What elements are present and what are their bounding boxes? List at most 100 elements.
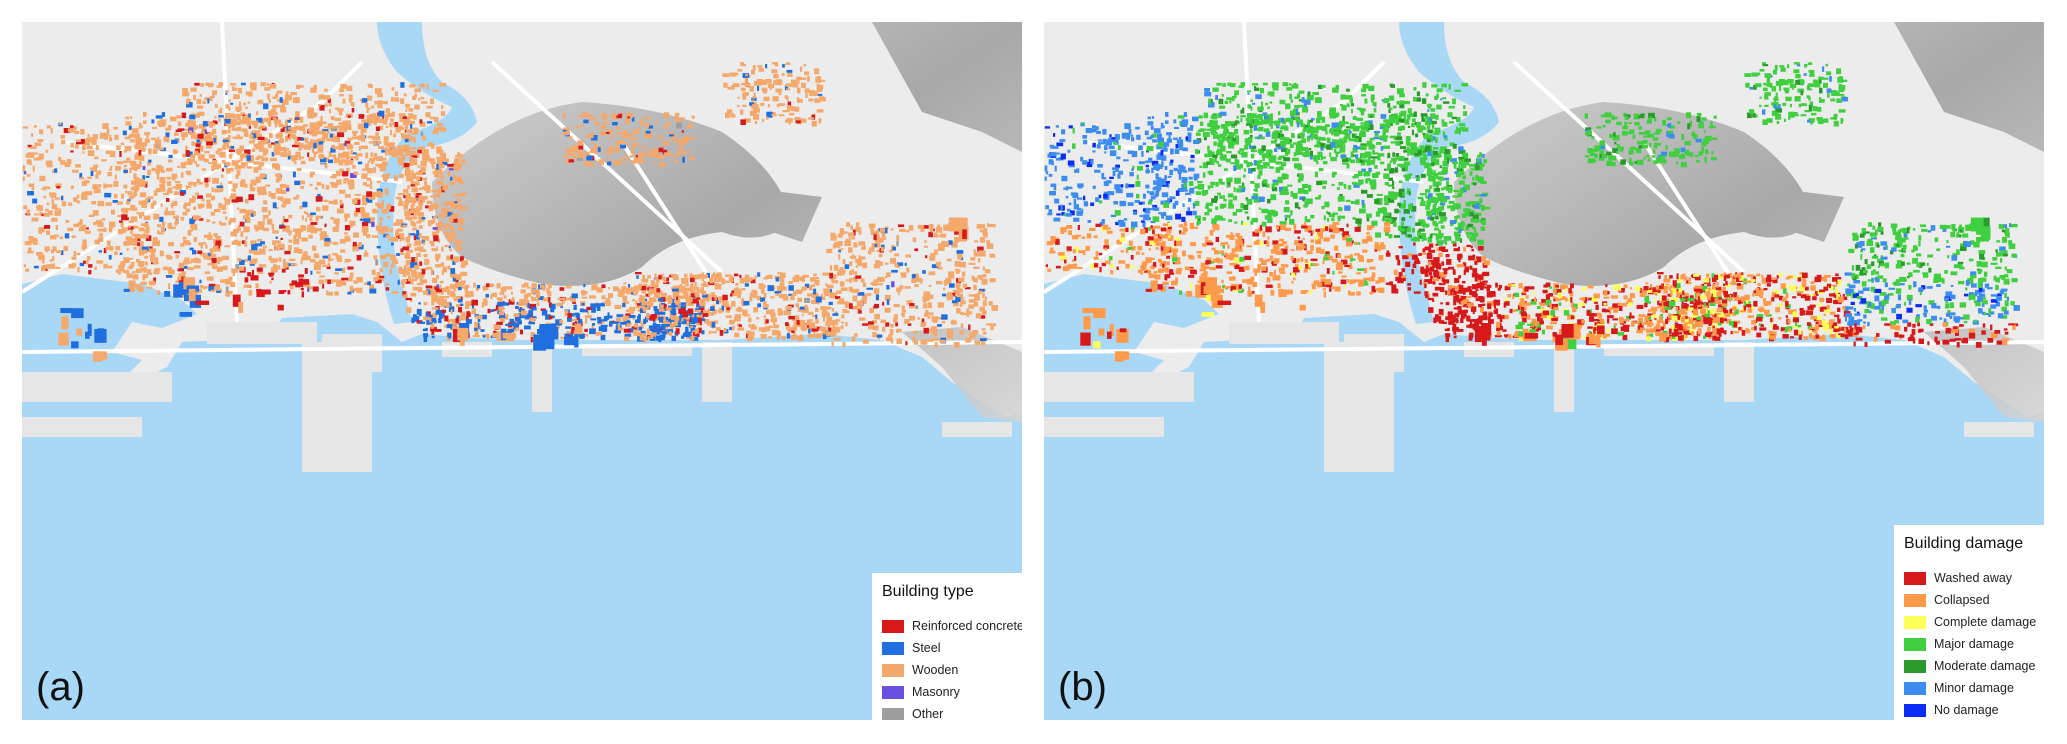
- building: [653, 307, 656, 311]
- building: [276, 173, 282, 179]
- building: [366, 234, 371, 239]
- building: [143, 112, 147, 117]
- building: [490, 309, 494, 312]
- building: [1211, 124, 1218, 130]
- building: [556, 324, 560, 329]
- building: [417, 155, 420, 158]
- legend-item: Wooden: [880, 659, 1014, 681]
- building: [1166, 229, 1172, 233]
- building: [640, 320, 643, 324]
- building: [454, 256, 460, 263]
- building: [442, 158, 449, 162]
- building: [754, 101, 757, 107]
- building: [160, 170, 166, 173]
- building: [381, 174, 388, 178]
- building: [790, 107, 797, 112]
- building: [543, 297, 546, 302]
- building: [596, 305, 601, 311]
- building: [245, 198, 249, 204]
- building: [193, 257, 199, 263]
- building: [375, 279, 382, 284]
- building: [266, 83, 270, 86]
- building: [94, 266, 97, 270]
- building: [71, 263, 77, 268]
- building: [1164, 166, 1168, 170]
- building: [280, 237, 283, 240]
- building: [896, 235, 900, 241]
- building: [928, 284, 932, 287]
- building: [260, 82, 266, 87]
- building: [258, 143, 264, 149]
- building: [841, 314, 845, 319]
- building: [696, 300, 699, 305]
- building: [589, 295, 596, 299]
- building: [1146, 136, 1153, 140]
- building: [1297, 240, 1303, 244]
- legend-swatch: [882, 663, 904, 677]
- building: [307, 152, 310, 157]
- building: [239, 101, 241, 108]
- building: [872, 332, 877, 338]
- building: [200, 83, 204, 87]
- building: [787, 327, 793, 329]
- building: [1241, 220, 1244, 225]
- building: [984, 269, 991, 274]
- building: [256, 267, 263, 272]
- building: [28, 247, 32, 252]
- building: [294, 125, 301, 130]
- building: [458, 286, 465, 289]
- building: [244, 241, 248, 247]
- building: [639, 333, 647, 337]
- building: [455, 317, 459, 324]
- building: [370, 186, 373, 189]
- building: [785, 62, 791, 65]
- building: [1348, 290, 1351, 295]
- building: [405, 293, 408, 298]
- building: [375, 132, 379, 136]
- building: [884, 276, 888, 279]
- building: [211, 187, 214, 193]
- building: [626, 309, 630, 313]
- building: [278, 123, 284, 128]
- building: [580, 124, 584, 128]
- building: [199, 124, 206, 129]
- building: [1207, 185, 1211, 190]
- building: [813, 91, 818, 96]
- building: [280, 147, 287, 152]
- building: [793, 291, 797, 296]
- building: [590, 162, 594, 167]
- building: [1381, 207, 1387, 210]
- building: [120, 221, 124, 228]
- building: [225, 104, 230, 109]
- building: [36, 252, 43, 256]
- building: [690, 335, 695, 341]
- building: [925, 310, 929, 314]
- building: [281, 268, 286, 273]
- building: [333, 199, 338, 205]
- building: [624, 120, 630, 124]
- building: [224, 278, 232, 285]
- building: [450, 268, 456, 274]
- building: [473, 282, 476, 288]
- building: [904, 286, 911, 289]
- building: [327, 262, 331, 267]
- building: [1398, 188, 1405, 192]
- building: [52, 255, 55, 261]
- building: [1270, 249, 1277, 254]
- building: [70, 125, 74, 129]
- building: [744, 83, 750, 87]
- building: [79, 219, 83, 225]
- building: [945, 278, 952, 284]
- building: [450, 176, 453, 181]
- building: [989, 253, 995, 258]
- building: [1423, 280, 1427, 285]
- building: [363, 122, 369, 129]
- building: [548, 283, 552, 289]
- building: [268, 99, 271, 103]
- building: [1230, 283, 1238, 287]
- building: [686, 296, 693, 303]
- building: [938, 246, 945, 251]
- building: [376, 272, 381, 278]
- building: [1330, 146, 1333, 150]
- building: [428, 158, 435, 162]
